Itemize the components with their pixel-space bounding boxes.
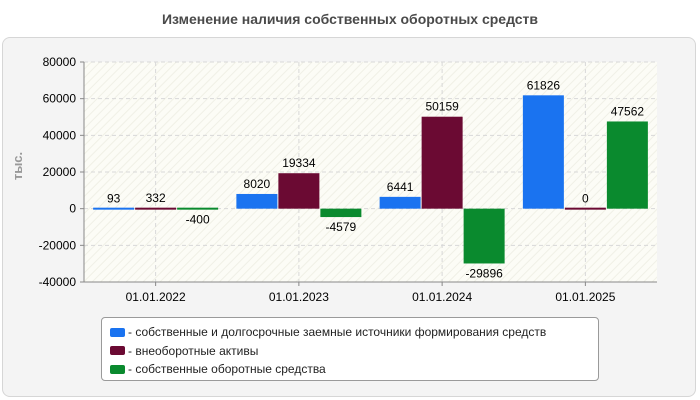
data-label: 0 xyxy=(582,192,589,206)
legend-swatch xyxy=(110,346,125,356)
chart-title: Изменение наличия собственных оборотных … xyxy=(161,11,539,27)
bar xyxy=(236,193,278,209)
data-label: 50159 xyxy=(425,100,459,114)
data-label: 6441 xyxy=(387,180,414,194)
data-label: 8020 xyxy=(244,177,271,191)
data-label: -4579 xyxy=(326,220,357,234)
legend-label: - собственные оборотные средства xyxy=(128,362,326,377)
bar xyxy=(177,207,219,210)
data-label: 332 xyxy=(146,191,166,205)
x-tick-label: 01.01.2024 xyxy=(412,290,472,304)
bar xyxy=(278,173,320,209)
legend-item: - собственные оборотные средства xyxy=(110,360,598,379)
y-tick-label: 0 xyxy=(69,202,76,216)
legend-label: - внеоборотные активы xyxy=(128,343,259,358)
y-tick-label: -20000 xyxy=(39,238,77,252)
bar xyxy=(522,95,564,209)
bar xyxy=(463,208,505,264)
data-label: -29896 xyxy=(465,266,503,280)
bar xyxy=(379,196,421,209)
data-label: 47562 xyxy=(611,104,645,118)
legend-label: - собственные и долгосрочные заемные ист… xyxy=(128,325,547,340)
bar xyxy=(135,207,177,210)
legend-swatch xyxy=(110,327,125,337)
data-label: 19334 xyxy=(282,156,316,170)
legend-swatch xyxy=(110,364,125,374)
y-tick-label: 20000 xyxy=(43,165,77,179)
y-tick-label: -40000 xyxy=(39,275,77,289)
data-label: -400 xyxy=(186,212,210,226)
y-tick-label: 80000 xyxy=(43,55,77,69)
bar xyxy=(564,207,606,210)
legend-item: - внеоборотные активы xyxy=(110,342,598,361)
legend-item: - собственные и долгосрочные заемные ист… xyxy=(110,323,598,342)
chart-legend: - собственные и долгосрочные заемные ист… xyxy=(101,317,599,381)
bar xyxy=(320,208,362,218)
data-label: 93 xyxy=(107,191,121,205)
y-tick-label: 60000 xyxy=(43,92,77,106)
bar xyxy=(93,207,135,210)
x-tick-label: 01.01.2025 xyxy=(555,290,615,304)
y-axis-label: тыс. xyxy=(10,152,25,180)
bar xyxy=(606,121,648,209)
x-tick-label: 01.01.2023 xyxy=(269,290,329,304)
bar xyxy=(421,116,463,209)
y-tick-label: 40000 xyxy=(43,128,77,142)
data-label: 61826 xyxy=(527,78,561,92)
x-tick-label: 01.01.2022 xyxy=(126,290,186,304)
